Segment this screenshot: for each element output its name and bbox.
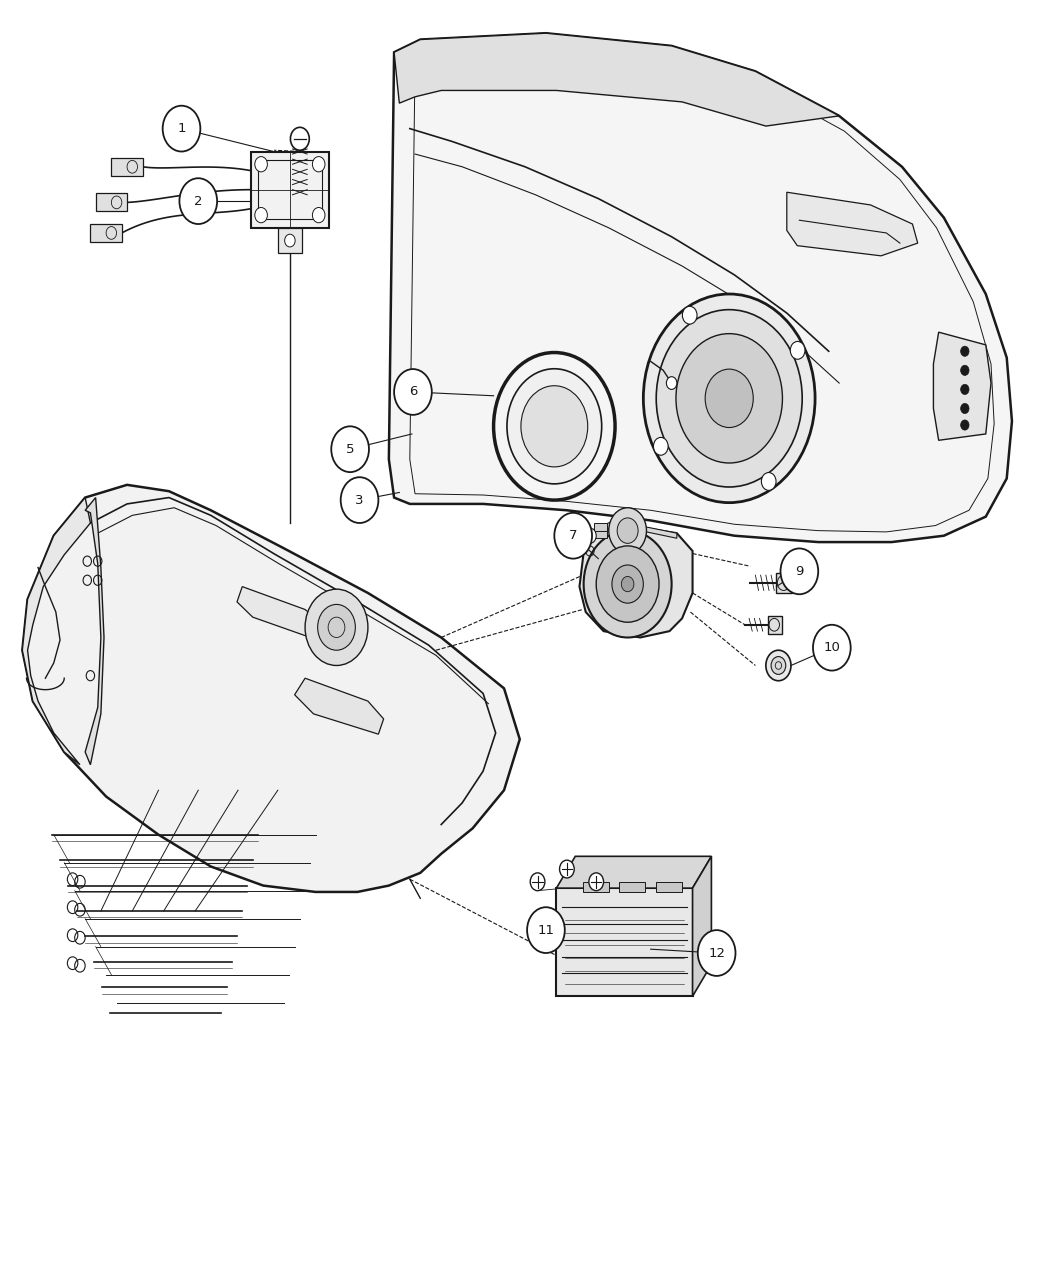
Circle shape xyxy=(622,576,634,592)
Polygon shape xyxy=(251,152,329,228)
Polygon shape xyxy=(388,33,1012,542)
Polygon shape xyxy=(693,857,712,996)
Circle shape xyxy=(340,477,378,523)
Polygon shape xyxy=(933,333,991,440)
Circle shape xyxy=(255,208,268,223)
Polygon shape xyxy=(85,497,104,765)
Circle shape xyxy=(961,365,969,375)
Circle shape xyxy=(682,306,697,324)
Polygon shape xyxy=(394,33,839,126)
Circle shape xyxy=(813,625,851,671)
Circle shape xyxy=(612,565,644,603)
Text: 5: 5 xyxy=(345,442,354,455)
Text: 7: 7 xyxy=(569,529,578,542)
Polygon shape xyxy=(237,586,327,640)
Circle shape xyxy=(285,235,295,247)
Bar xyxy=(656,882,682,892)
Circle shape xyxy=(560,861,574,878)
Circle shape xyxy=(761,473,776,491)
Polygon shape xyxy=(295,678,383,734)
Polygon shape xyxy=(580,523,693,638)
Circle shape xyxy=(780,548,818,594)
Circle shape xyxy=(771,657,785,674)
Polygon shape xyxy=(556,889,693,996)
Text: 9: 9 xyxy=(795,565,803,578)
Polygon shape xyxy=(22,497,90,765)
Circle shape xyxy=(961,384,969,394)
Circle shape xyxy=(394,368,432,414)
Circle shape xyxy=(163,106,201,152)
Circle shape xyxy=(596,546,659,622)
Circle shape xyxy=(961,419,969,430)
Circle shape xyxy=(961,403,969,413)
Circle shape xyxy=(527,908,565,952)
Circle shape xyxy=(313,157,326,172)
Bar xyxy=(111,158,143,176)
Bar xyxy=(594,530,607,538)
Circle shape xyxy=(589,873,604,891)
Text: 10: 10 xyxy=(823,641,840,654)
Circle shape xyxy=(584,530,672,638)
Text: 11: 11 xyxy=(538,923,554,937)
Polygon shape xyxy=(586,520,677,538)
Circle shape xyxy=(656,310,802,487)
Text: 2: 2 xyxy=(194,195,203,208)
Polygon shape xyxy=(556,857,712,889)
Text: 12: 12 xyxy=(708,946,726,960)
Circle shape xyxy=(306,589,367,666)
Bar xyxy=(594,523,607,530)
Circle shape xyxy=(318,604,355,650)
Circle shape xyxy=(791,342,805,360)
Circle shape xyxy=(676,334,782,463)
Polygon shape xyxy=(22,484,520,892)
Circle shape xyxy=(706,368,753,427)
Text: 1: 1 xyxy=(177,122,186,135)
Bar xyxy=(583,882,609,892)
Bar xyxy=(620,882,646,892)
Polygon shape xyxy=(786,193,918,256)
Circle shape xyxy=(584,528,596,543)
Bar xyxy=(90,224,122,242)
Polygon shape xyxy=(776,572,792,593)
Circle shape xyxy=(507,368,602,484)
Polygon shape xyxy=(768,616,781,634)
Circle shape xyxy=(554,513,592,558)
Circle shape xyxy=(961,346,969,356)
Circle shape xyxy=(313,208,326,223)
Circle shape xyxy=(521,386,588,467)
Circle shape xyxy=(667,376,677,389)
Circle shape xyxy=(617,518,638,543)
Circle shape xyxy=(765,650,791,681)
Circle shape xyxy=(530,873,545,891)
Circle shape xyxy=(698,929,735,975)
Circle shape xyxy=(180,179,217,224)
Circle shape xyxy=(291,128,310,150)
Bar xyxy=(278,228,301,254)
Circle shape xyxy=(609,507,647,553)
Circle shape xyxy=(653,437,668,455)
Text: 3: 3 xyxy=(355,493,363,506)
Circle shape xyxy=(255,157,268,172)
Circle shape xyxy=(331,426,369,472)
Circle shape xyxy=(644,295,815,502)
Text: 6: 6 xyxy=(408,385,417,399)
Bar xyxy=(96,194,127,212)
